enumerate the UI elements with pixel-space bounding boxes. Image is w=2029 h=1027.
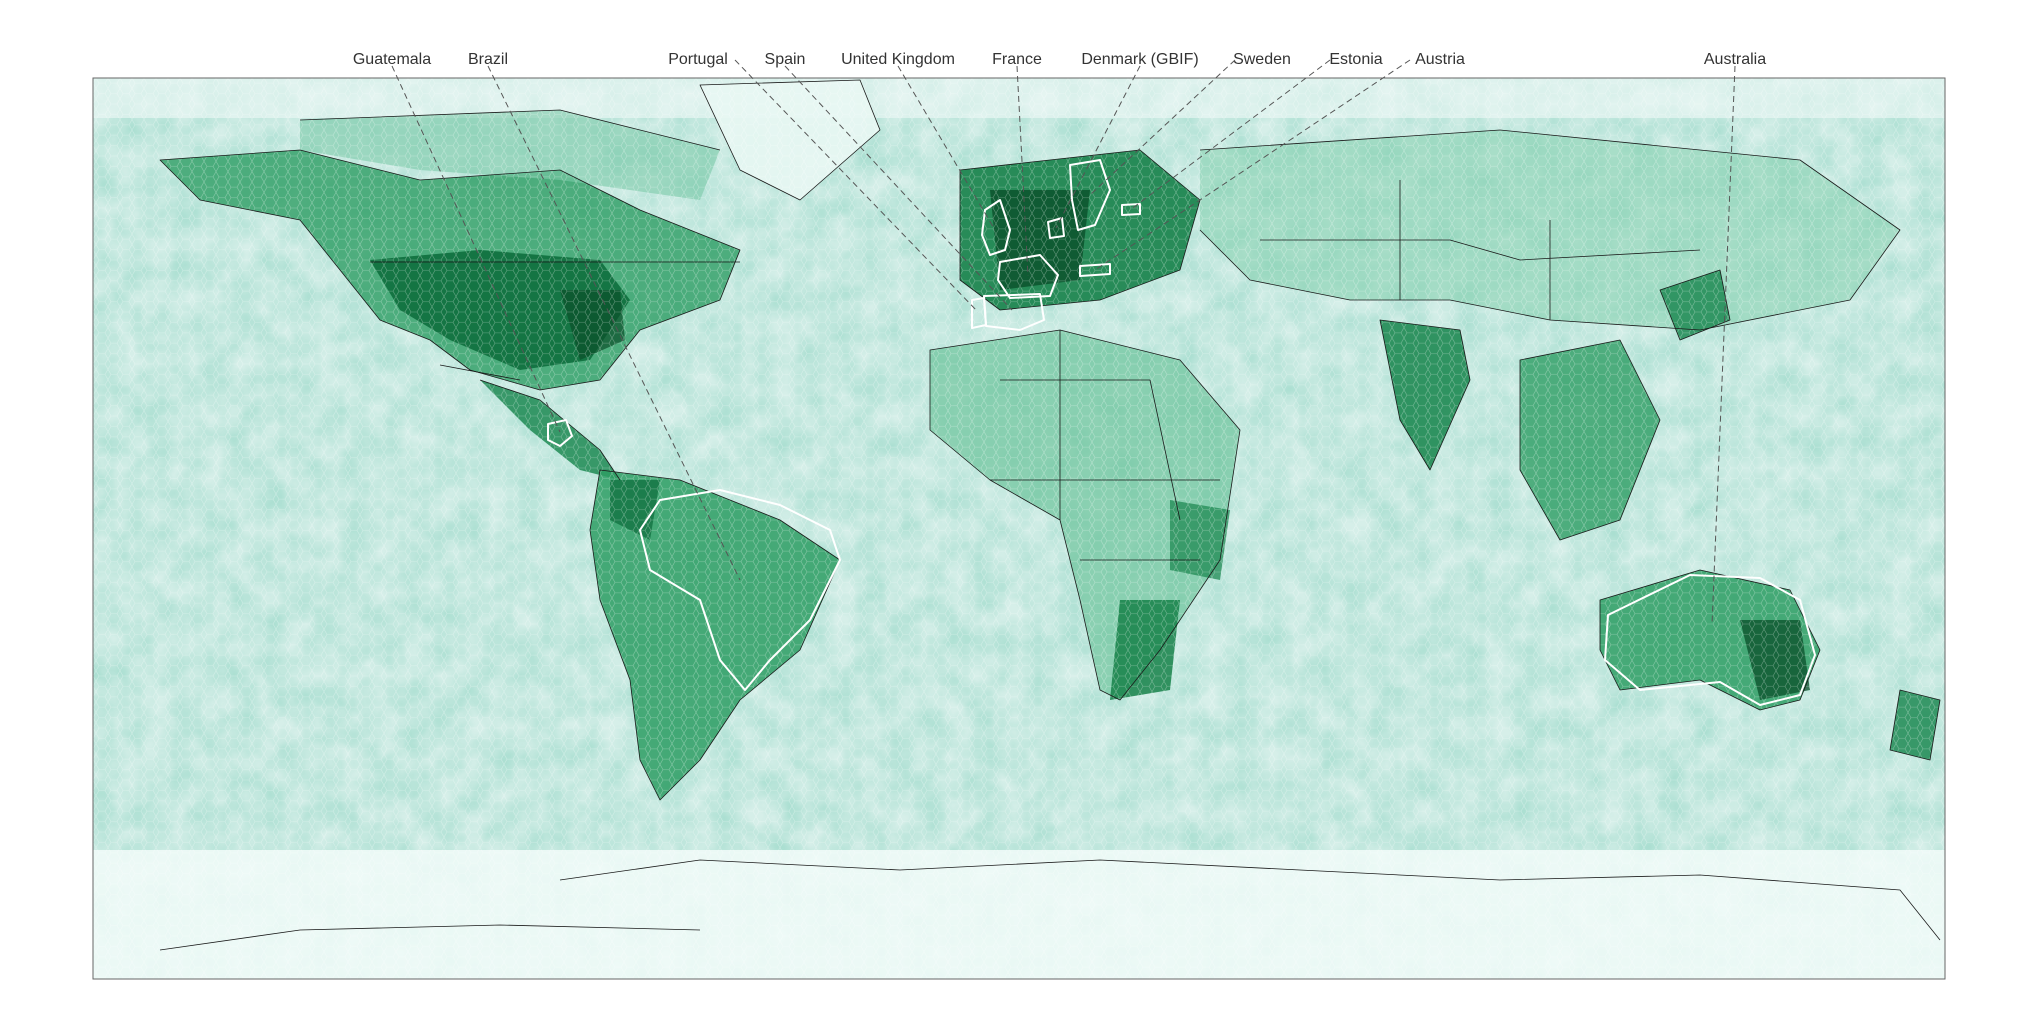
label-austria: Austria (1415, 51, 1465, 68)
highlighted-country-outlines (547, 159, 1816, 706)
outline-australia (1604, 574, 1816, 706)
leader-austria (1094, 59, 1411, 271)
label-portugal: Portugal (668, 51, 728, 68)
leader-australia (1711, 65, 1736, 626)
outline-united-kingdom (981, 199, 1011, 256)
label-france: France (992, 51, 1042, 68)
outline-denmark (1047, 217, 1065, 239)
outline-spain (983, 293, 1045, 331)
leader-spain (784, 65, 1013, 311)
leader-france (1016, 65, 1029, 277)
label-sweden: Sweden (1233, 51, 1291, 68)
outline-brazil (639, 489, 841, 691)
leader-guatemala (391, 65, 561, 433)
map-frame (92, 77, 1946, 980)
outline-guatemala (547, 419, 573, 447)
leader-denmark (1055, 65, 1141, 229)
leader-lines (391, 59, 1736, 626)
leader-united-kingdom (897, 65, 996, 231)
label-brazil: Brazil (468, 51, 508, 68)
label-united-kingdom: United Kingdom (841, 51, 955, 68)
leader-brazil (487, 65, 741, 581)
outline-austria (1079, 263, 1111, 277)
density-layer (93, 78, 1945, 979)
leader-sweden (1089, 59, 1236, 196)
label-spain: Spain (765, 51, 806, 68)
outline-sweden (1069, 159, 1111, 231)
label-estonia: Estonia (1329, 51, 1382, 68)
country-labels: Guatemala Brazil Portugal Spain United K… (353, 51, 1766, 68)
label-australia: Australia (1704, 51, 1766, 68)
outline-estonia (1121, 203, 1141, 216)
label-guatemala: Guatemala (353, 51, 431, 68)
leader-portugal (734, 59, 979, 313)
label-denmark: Denmark (GBIF) (1081, 51, 1198, 68)
leader-estonia (1129, 59, 1331, 211)
country-borders (159, 79, 1941, 951)
outline-france (997, 254, 1059, 299)
